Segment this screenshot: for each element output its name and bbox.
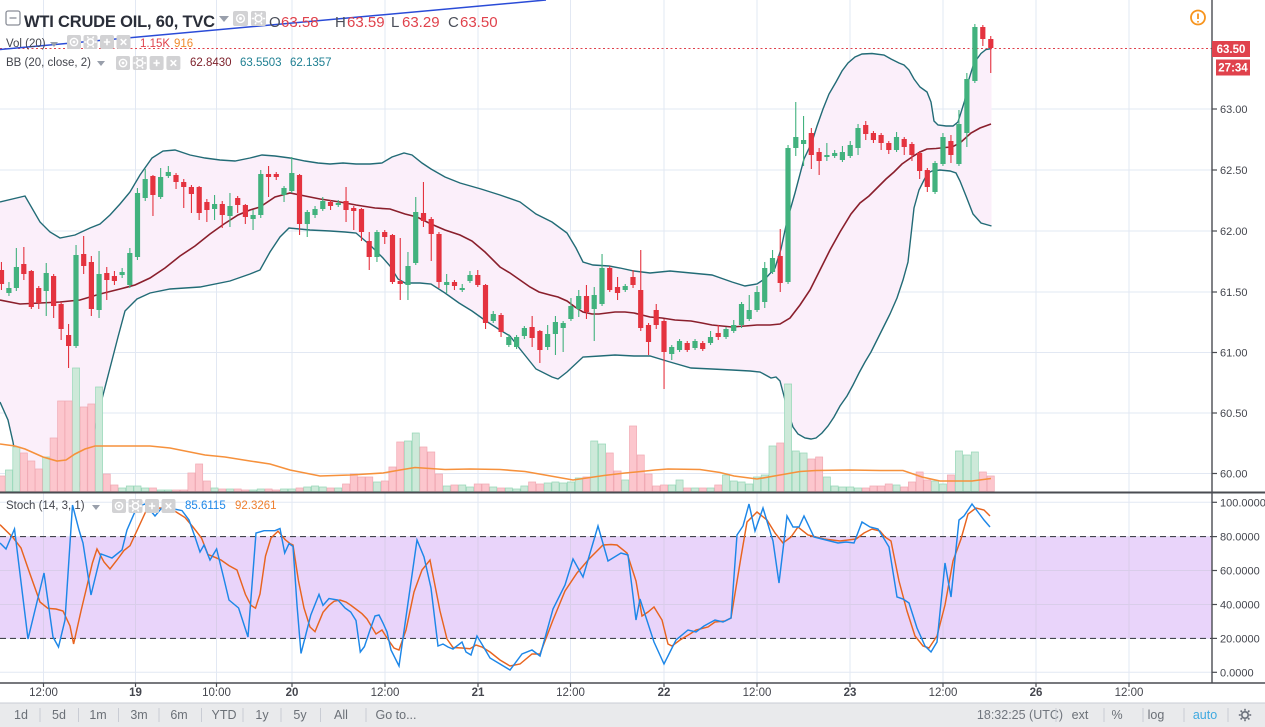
- svg-text:20.0000: 20.0000: [1220, 633, 1260, 645]
- svg-text:1.15K: 1.15K: [140, 38, 170, 50]
- svg-text:L: L: [391, 14, 399, 31]
- svg-text:C: C: [448, 14, 459, 31]
- svg-text:12:00: 12:00: [743, 687, 772, 699]
- svg-text:62.00: 62.00: [1220, 226, 1248, 238]
- svg-text:12:00: 12:00: [1115, 687, 1144, 699]
- svg-text:63.58: 63.58: [281, 14, 319, 31]
- svg-text:3m: 3m: [130, 708, 147, 722]
- svg-text:61.50: 61.50: [1220, 287, 1248, 299]
- svg-text:%: %: [1111, 708, 1122, 722]
- svg-text:916: 916: [174, 38, 193, 50]
- svg-text:1m: 1m: [89, 708, 106, 722]
- svg-text:12:00: 12:00: [556, 687, 585, 699]
- svg-text:5d: 5d: [52, 708, 66, 722]
- svg-text:40.0000: 40.0000: [1220, 600, 1260, 612]
- svg-text:ext: ext: [1072, 708, 1089, 722]
- svg-text:H: H: [335, 14, 346, 31]
- svg-text:1d: 1d: [14, 708, 28, 722]
- svg-text:Go to...: Go to...: [376, 708, 417, 722]
- svg-text:23: 23: [844, 687, 857, 699]
- svg-text:62.1357: 62.1357: [290, 57, 332, 69]
- svg-text:22: 22: [658, 687, 671, 699]
- svg-text:YTD: YTD: [212, 708, 237, 722]
- svg-text:63.00: 63.00: [1220, 104, 1248, 116]
- svg-text:19: 19: [129, 687, 142, 699]
- svg-text:BB (20, close, 2): BB (20, close, 2): [6, 57, 91, 69]
- svg-text:62.8430: 62.8430: [190, 57, 232, 69]
- svg-text:85.6115: 85.6115: [185, 500, 226, 512]
- svg-text:26: 26: [1030, 687, 1043, 699]
- svg-text:6m: 6m: [170, 708, 187, 722]
- svg-text:61.00: 61.00: [1220, 348, 1248, 360]
- svg-text:18:32:25 (UTC): 18:32:25 (UTC): [977, 708, 1063, 722]
- svg-text:100.0000: 100.0000: [1220, 497, 1265, 509]
- svg-text:21: 21: [472, 687, 485, 699]
- svg-text:O: O: [269, 14, 281, 31]
- svg-text:63.59: 63.59: [347, 14, 385, 31]
- svg-text:12:00: 12:00: [29, 687, 58, 699]
- svg-text:All: All: [334, 708, 348, 722]
- svg-text:5y: 5y: [293, 708, 307, 722]
- svg-text:63.29: 63.29: [402, 14, 440, 31]
- svg-text:10:00: 10:00: [202, 687, 231, 699]
- svg-text:WTI CRUDE OIL, 60, TVC: WTI CRUDE OIL, 60, TVC: [24, 13, 215, 31]
- svg-text:60.00: 60.00: [1220, 469, 1248, 481]
- svg-text:0.0000: 0.0000: [1220, 667, 1254, 679]
- svg-text:27:34: 27:34: [1218, 63, 1248, 75]
- svg-text:Vol (20): Vol (20): [6, 38, 46, 50]
- svg-text:63.50: 63.50: [460, 14, 498, 31]
- svg-text:1y: 1y: [255, 708, 269, 722]
- svg-text:63.5503: 63.5503: [240, 57, 282, 69]
- svg-text:12:00: 12:00: [371, 687, 400, 699]
- svg-text:Stoch (14, 3, 1): Stoch (14, 3, 1): [6, 500, 85, 512]
- svg-text:auto: auto: [1193, 708, 1217, 722]
- svg-text:92.3261: 92.3261: [235, 500, 277, 512]
- svg-text:12:00: 12:00: [929, 687, 958, 699]
- svg-text:60.50: 60.50: [1220, 408, 1248, 420]
- svg-text:log: log: [1148, 708, 1165, 722]
- svg-text:62.50: 62.50: [1220, 165, 1248, 177]
- svg-text:60.0000: 60.0000: [1220, 566, 1260, 578]
- svg-text:80.0000: 80.0000: [1220, 532, 1260, 544]
- svg-text:20: 20: [286, 687, 299, 699]
- svg-text:63.50: 63.50: [1217, 44, 1246, 56]
